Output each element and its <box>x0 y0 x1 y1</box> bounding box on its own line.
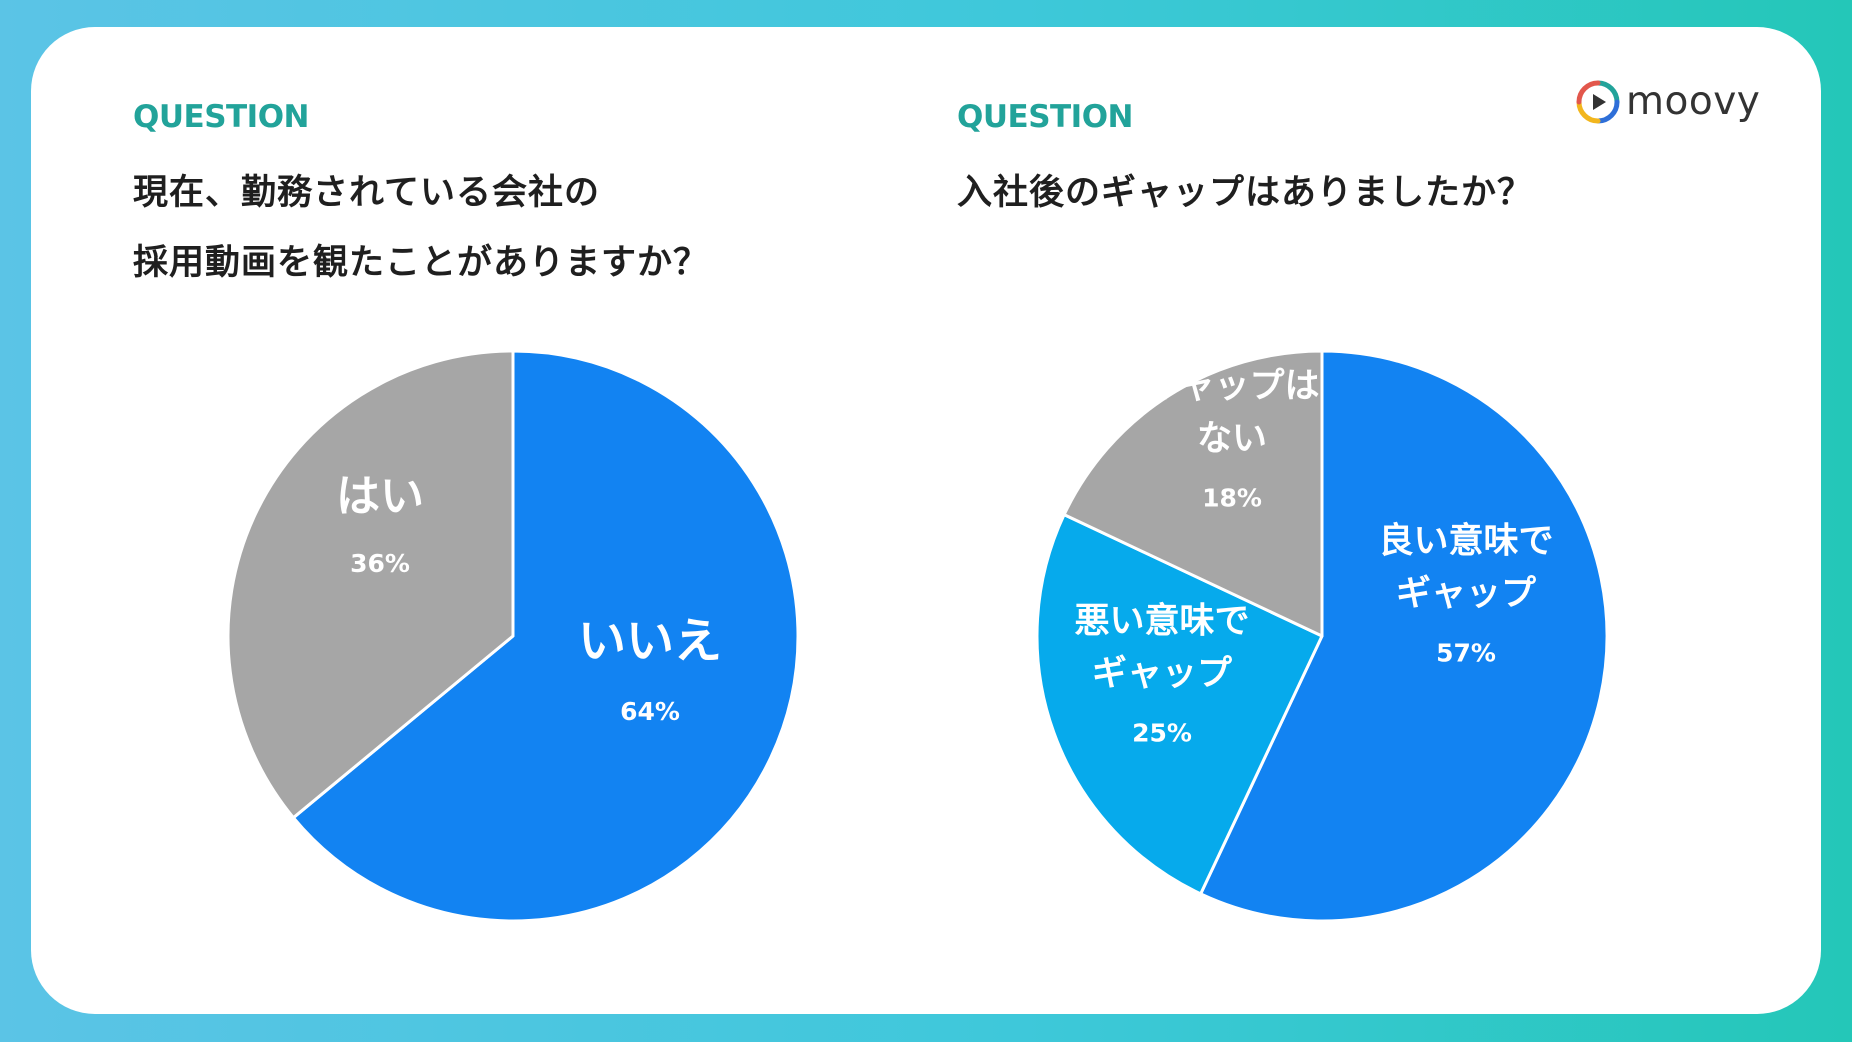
moovy-logo: moovy <box>1576 80 1760 124</box>
pie-slice <box>226 349 515 820</box>
slice-name-label: ギャップ <box>1396 574 1536 614</box>
question-title-line: 入社後のギャップはありましたか？ <box>957 173 1534 213</box>
slice-percent-label: 18% <box>1202 484 1262 513</box>
slice-percent-label: 36% <box>350 549 410 578</box>
question-label-left: QUESTION <box>133 99 310 135</box>
question-title-left: 現在、勤務されている会社の 採用動画を観たことがありますか？ <box>133 158 709 298</box>
slice-percent-label: 64% <box>620 697 680 726</box>
slice-name-label: いいえ <box>578 613 722 669</box>
pie-slice <box>291 349 800 923</box>
question-title-right: 入社後のギャップはありましたか？ <box>957 158 1533 228</box>
slice-percent-label: 57% <box>1436 639 1496 668</box>
play-icon <box>1576 80 1620 124</box>
brand-name: moovy <box>1626 79 1761 124</box>
pie-slice <box>1199 349 1609 923</box>
pie-slice <box>1035 513 1324 896</box>
slice-name-label: ない <box>1197 419 1267 459</box>
pie-slice <box>1062 349 1324 638</box>
slice-name-label: ギャップは <box>1144 367 1319 407</box>
slice-percent-label: 25% <box>1132 719 1192 748</box>
slice-name-label: 悪い意味で <box>1074 602 1249 642</box>
question-label-right: QUESTION <box>957 99 1134 135</box>
slice-name-label: はい <box>336 471 424 522</box>
slice-name-label: ギャップ <box>1092 654 1232 694</box>
question-title-line: 現在、勤務されている会社の <box>133 173 600 213</box>
slice-name-label: 良い意味で <box>1378 522 1553 562</box>
question-title-line: 採用動画を観たことがありますか？ <box>133 243 710 283</box>
